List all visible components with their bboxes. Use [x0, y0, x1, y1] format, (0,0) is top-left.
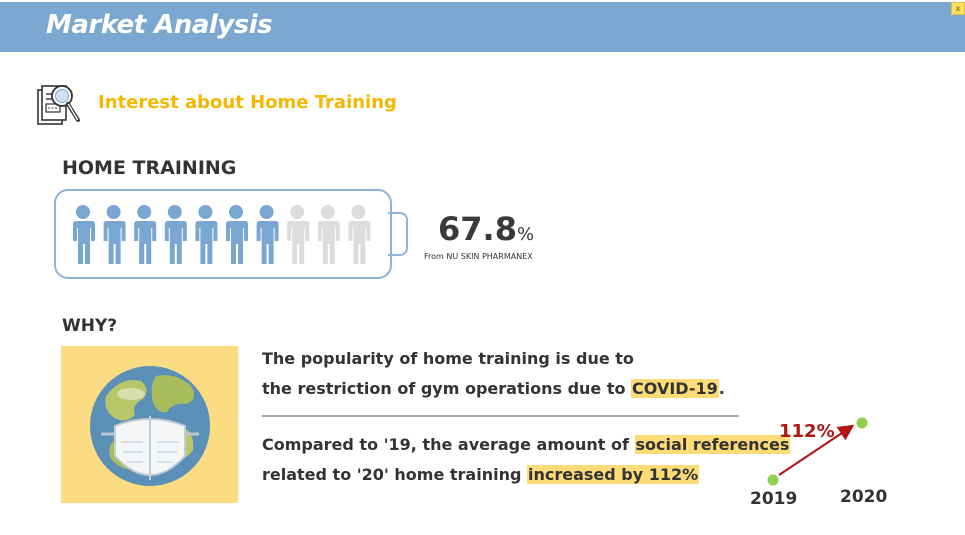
why-text-line-1: The popularity of home training is due t… [262, 349, 634, 368]
home-training-heading: HOME TRAINING [62, 157, 237, 179]
year-2020-label: 2020 [840, 487, 888, 507]
person-filled-icon [195, 205, 218, 264]
section-title: Interest about Home Training [98, 92, 397, 113]
globe-with-mask-icon [90, 366, 210, 486]
header-bar: Market Analysis [0, 2, 965, 52]
person-filled-icon [226, 205, 248, 264]
globe-image [61, 346, 238, 503]
percent-sign: % [516, 224, 535, 245]
growth-arrow [778, 424, 855, 476]
why-text-line-4-prefix: related to '20' home training [262, 465, 527, 484]
percent-value: 67.8% [438, 210, 534, 248]
why-text-line-2-prefix: the restriction of gym operations due to [262, 379, 632, 398]
battery-frame [54, 189, 392, 279]
why-text-line-2-suffix: . [718, 379, 725, 398]
person-filled-icon [103, 205, 126, 264]
why-heading: WHY? [62, 316, 118, 336]
person-filled-icon [73, 205, 95, 264]
year-2019-label: 2019 [750, 489, 798, 509]
percent-source: From NU SKIN PHARMANEX [424, 252, 533, 261]
growth-arrow-graphic [767, 417, 868, 486]
why-text-line-2: the restriction of gym operations due to… [262, 379, 725, 398]
page-title: Market Analysis [46, 10, 273, 40]
divider [262, 415, 739, 417]
increase-highlight: increased by 112% [526, 465, 700, 484]
why-text-line-3-prefix: Compared to '19, the average amount of [262, 435, 635, 454]
percent-number: 67.8 [438, 210, 517, 248]
growth-percent: 112% [779, 421, 835, 442]
why-text-line-4: related to '20' home training increased … [262, 465, 700, 484]
person-empty-icon [348, 205, 371, 264]
person-empty-icon [287, 205, 310, 264]
document-search-icon [37, 85, 80, 125]
why-text-line-3: Compared to '19, the average amount of s… [262, 435, 791, 454]
covid-highlight: COVID-19 [631, 379, 719, 398]
person-filled-icon [164, 205, 187, 264]
person-empty-icon [317, 205, 340, 264]
people-pictogram [73, 205, 371, 264]
person-filled-icon [134, 205, 157, 264]
dot-2020 [856, 417, 868, 429]
person-filled-icon [256, 205, 279, 264]
social-references-highlight: social references [634, 435, 791, 454]
close-button[interactable]: x [951, 2, 965, 15]
dot-2019 [767, 474, 779, 486]
battery-cap [388, 212, 408, 256]
